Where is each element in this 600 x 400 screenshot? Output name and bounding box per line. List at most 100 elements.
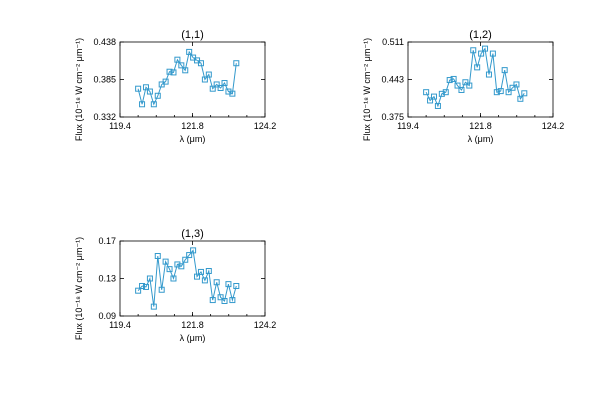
data-point [174,261,181,268]
series-line [137,50,237,106]
data-point [462,79,469,86]
x-tick-label: 124.2 [254,121,277,131]
y-tick-label: 0.17 [98,236,116,246]
data-point [139,283,146,289]
data-point [505,89,512,96]
data-point [430,93,437,100]
data-point [501,67,508,74]
data-point [454,82,461,89]
x-tick-label: 124.2 [542,121,565,131]
data-point [221,298,228,304]
x-tick-label: 119.4 [109,121,131,131]
data-point [521,90,528,97]
data-point [170,275,177,282]
data-point [170,69,177,76]
series-line [425,47,525,108]
data-point [446,77,453,84]
data-point [162,258,169,265]
data-point [513,81,520,88]
y-tick-label: 0.443 [381,75,404,85]
data-point [182,256,189,263]
y-axis-label: Flux (10⁻¹⁸ W cm⁻² μm⁻¹) [74,237,84,340]
y-axis-label: Flux (10⁻¹⁸ W cm⁻² μm⁻¹) [362,38,372,141]
data-point [423,89,430,96]
data-point [427,97,434,104]
data-point [174,56,181,63]
data-point [209,85,216,92]
x-tick-label: 119.4 [109,320,131,330]
data-point [485,71,492,78]
data-point [166,266,173,273]
chart-title: (1,1) [181,29,204,41]
data-point [213,81,220,88]
data-point [154,92,161,99]
data-point [178,62,185,69]
chart-title: (1,2) [469,29,492,41]
data-point [233,283,240,289]
data-point [194,273,201,280]
data-point [438,90,445,97]
data-point [135,85,142,92]
data-point [478,50,485,57]
data-point [229,297,236,304]
x-tick-label: 119.4 [397,121,419,131]
data-point [158,286,165,293]
y-axis-label: Flux (10⁻¹⁸ W cm⁻² μm⁻¹) [74,38,84,141]
data-point [466,82,473,89]
data-point [201,76,208,83]
data-point [197,268,204,275]
x-tick-label: 121.8 [181,320,204,330]
data-point [154,253,161,259]
y-tick-label: 0.09 [98,311,116,321]
x-tick-label: 121.8 [469,121,492,131]
data-point [135,287,142,294]
data-point [474,64,481,71]
data-point [139,101,146,108]
x-tick-label: 124.2 [254,320,277,330]
data-point [482,45,489,52]
data-point [509,84,516,91]
data-point [442,89,449,96]
x-axis-label: λ (μm) [468,134,494,144]
data-point [213,279,220,286]
data-point [166,68,173,75]
plot-frame [119,240,266,317]
data-point [146,88,153,95]
chart-panel-2: (1,2) 119.4 121.8 124.2 0.375 0.443 0.511 λ (μm… [362,29,564,144]
data-point [201,277,208,284]
plot-frame [119,41,266,118]
data-point [221,80,228,87]
data-point [162,78,169,85]
data-point [233,60,240,67]
data-point [150,303,157,310]
y-tick-label: 0.385 [93,75,116,85]
chart-title: (1,3) [181,228,204,240]
data-point [517,95,524,102]
data-point [205,268,212,274]
y-tick-label: 0.438 [93,37,116,47]
data-point [470,47,477,54]
data-point [229,90,236,97]
data-point [182,67,189,74]
y-tick-label: 0.511 [382,37,404,47]
data-point [209,297,216,304]
chart-panel-1: (1,1) 119.4 121.8 124.2 0.332 0.385 0.438 λ (μm… [74,29,276,144]
y-tick-label: 0.375 [381,112,404,122]
data-point [142,84,149,91]
data-point [489,50,496,57]
y-tick-label: 0.13 [98,274,116,284]
data-point [434,102,441,109]
data-point [217,294,224,301]
data-point [458,86,465,93]
data-point [197,60,204,67]
y-tick-label: 0.332 [93,112,116,122]
data-point [497,88,504,95]
data-point [150,101,157,108]
data-point [186,48,193,55]
data-point [450,75,457,82]
data-point [142,283,149,290]
chart-panel-3: (1,3) 119.4 121.8 124.2 0.09 0.13 0.17 λ (μm) Fl… [74,228,276,343]
data-point [205,71,212,78]
data-point [493,89,500,96]
